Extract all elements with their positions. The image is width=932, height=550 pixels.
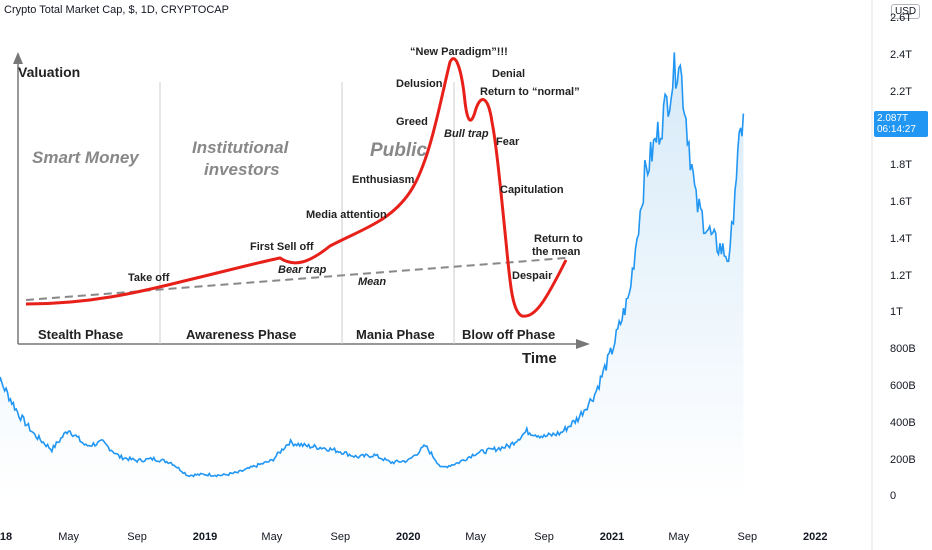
public-label: Public	[370, 140, 428, 161]
x-tick-label: 2020	[395, 531, 421, 543]
y-arrowhead	[13, 52, 23, 64]
label-denial: Denial	[492, 68, 526, 80]
label-media-attention: Media attention	[306, 209, 387, 221]
label-first-sell-off: First Sell off	[250, 241, 314, 253]
label-return-mean-2: the mean	[532, 246, 581, 258]
x-tick-label: May	[261, 531, 283, 543]
institutional-label-1: Institutional	[192, 138, 289, 157]
y-tick-label: 600B	[890, 380, 916, 393]
label-capitulation: Capitulation	[500, 184, 564, 196]
currency-badge[interactable]: USD	[891, 4, 921, 19]
y-tick-label: 1.8T	[890, 159, 913, 172]
last-price-value: 2.087T	[877, 113, 909, 124]
last-price-tag: 2.087T 06:14:27	[874, 111, 928, 137]
x-tick-label: 2022	[802, 531, 828, 543]
chart-title: Crypto Total Market Cap, $, 1D, CRYPTOCA…	[4, 4, 229, 16]
x-tick-label: 18	[0, 531, 13, 543]
y-tick-label: 2.6T	[890, 12, 913, 25]
smart-money-label: Smart Money	[32, 148, 139, 167]
x-tick-label: Sep	[534, 531, 554, 543]
valuation-label: Valuation	[18, 64, 81, 80]
x-tick-label: Sep	[330, 531, 351, 543]
x-tick-label: 2021	[599, 531, 625, 543]
label-return-mean-1: Return to	[534, 233, 583, 245]
phase-mania: Mania Phase	[356, 327, 435, 342]
label-enthusiasm: Enthusiasm	[352, 174, 415, 186]
label-despair: Despair	[512, 270, 553, 282]
label-bear-trap: Bear trap	[278, 264, 327, 276]
y-tick-label: 2.2T	[890, 85, 913, 98]
label-fear: Fear	[496, 136, 520, 148]
y-tick-label: 1.6T	[890, 196, 913, 209]
x-tick-label: May	[668, 531, 690, 543]
label-delusion: Delusion	[396, 78, 443, 90]
y-tick-label: 200B	[890, 453, 916, 466]
label-take-off: Take off	[128, 272, 170, 284]
y-tick-label: 0	[890, 490, 897, 503]
x-tick-label: May	[58, 531, 79, 543]
bubble-curve	[25, 57, 568, 318]
y-tick-label: 2.4T	[890, 48, 913, 61]
x-arrowhead	[576, 339, 590, 349]
label-mean: Mean	[358, 276, 387, 288]
x-tick-label: Sep	[737, 531, 758, 543]
market-cap-area	[0, 52, 744, 498]
y-tick-label: 800B	[890, 343, 916, 356]
overlay-svg	[13, 52, 590, 349]
label-greed: Greed	[396, 116, 428, 128]
y-tick-label: 1.4T	[890, 232, 913, 245]
bubble-cycle-overlay: Valuation Time Smart Money Institutional…	[10, 42, 594, 378]
y-tick-label: 400B	[890, 416, 916, 429]
label-new-paradigm: “New Paradigm”!!!	[410, 46, 508, 58]
label-bull-trap: Bull trap	[444, 128, 489, 140]
x-tick-label: May	[465, 531, 486, 543]
y-tick-label: 1T	[890, 306, 903, 319]
y-tick-label: 1.2T	[890, 269, 913, 282]
time-label: Time	[522, 350, 557, 367]
market-cap-line	[0, 52, 745, 478]
bar-countdown: 06:14:27	[877, 124, 916, 135]
phase-stealth: Stealth Phase	[38, 327, 124, 342]
x-tick-label: Sep	[127, 531, 147, 543]
label-return-normal: Return to “normal”	[480, 86, 580, 98]
phase-blow-off: Blow off Phase	[462, 327, 556, 342]
x-tick-label: 2019	[192, 531, 218, 543]
phase-awareness: Awareness Phase	[186, 327, 297, 342]
institutional-label-2: investors	[204, 160, 280, 179]
